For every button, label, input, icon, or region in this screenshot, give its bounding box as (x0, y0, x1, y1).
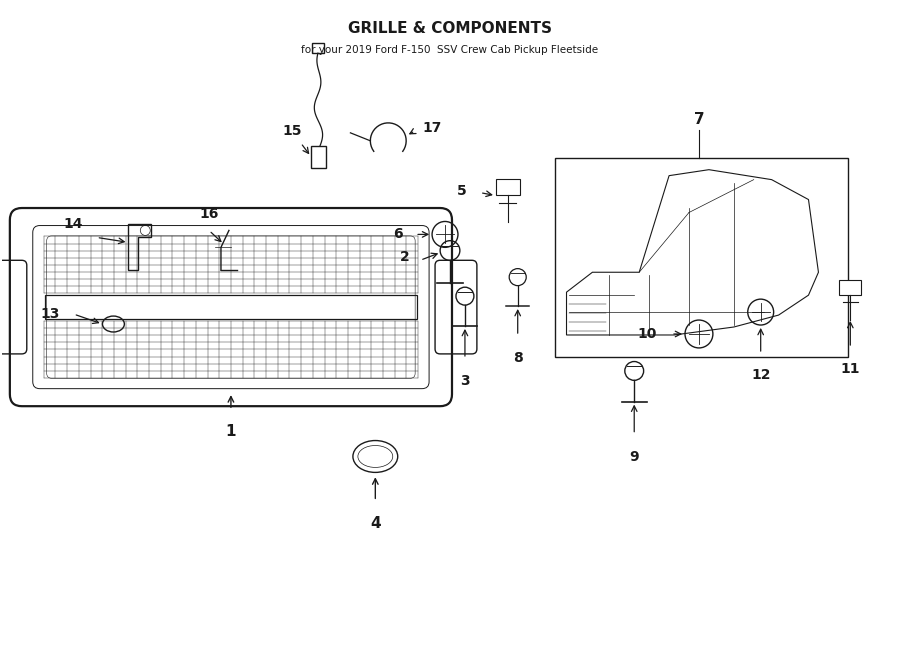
Bar (496, 179, 519, 195)
Text: 15: 15 (283, 124, 302, 138)
Bar (312, 43, 324, 53)
Text: 6: 6 (393, 228, 403, 242)
Bar (45, 295, 417, 319)
Text: 8: 8 (513, 351, 523, 365)
Text: 10: 10 (637, 327, 657, 341)
Text: 9: 9 (629, 449, 639, 463)
Text: 16: 16 (199, 207, 219, 222)
Bar (840, 281, 861, 295)
Text: 1: 1 (226, 424, 236, 439)
Bar (311, 146, 326, 167)
Text: 5: 5 (457, 183, 467, 197)
Text: 11: 11 (841, 362, 860, 376)
Text: 4: 4 (370, 516, 381, 531)
Text: 17: 17 (422, 121, 442, 135)
Text: 12: 12 (751, 368, 770, 382)
Bar (554, 158, 849, 357)
Text: for your 2019 Ford F-150  SSV Crew Cab Pickup Fleetside: for your 2019 Ford F-150 SSV Crew Cab Pi… (302, 45, 598, 55)
Text: 14: 14 (64, 217, 84, 232)
Text: 13: 13 (40, 307, 59, 321)
Text: 2: 2 (400, 250, 410, 264)
Text: GRILLE & COMPONENTS: GRILLE & COMPONENTS (348, 21, 552, 36)
Text: 3: 3 (460, 374, 470, 388)
Text: 7: 7 (694, 113, 705, 127)
